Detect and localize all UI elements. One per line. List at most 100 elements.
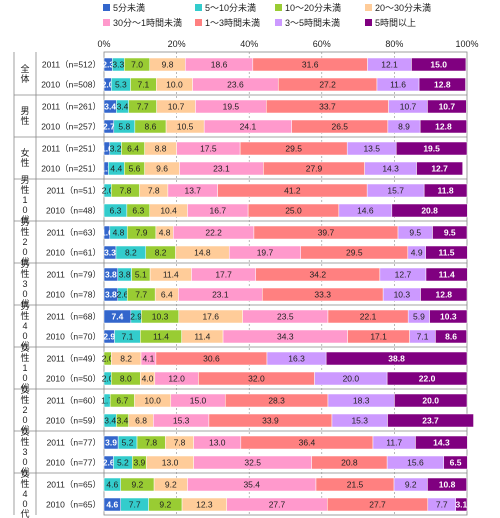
x-tick-label: 20% (168, 39, 186, 49)
data-label: 19.5 (223, 102, 240, 112)
row-label: 2011（n=51） (47, 186, 101, 196)
row-label: 2010（n=70） (46, 332, 101, 342)
bar-segment (415, 435, 468, 450)
bar-segment (391, 203, 468, 218)
data-label: 26.5 (331, 122, 348, 132)
data-label: 7.0 (131, 60, 143, 70)
data-label: 29.5 (346, 248, 363, 258)
data-label: 10.0 (166, 80, 183, 90)
data-label: 11.6 (390, 80, 406, 90)
data-label: 3.1 (455, 500, 467, 510)
data-label: 10.3 (440, 312, 457, 322)
bar-segment (395, 141, 468, 156)
data-label: 7.8 (120, 186, 132, 196)
data-label: 3.8 (105, 270, 117, 280)
data-label: 22.1 (360, 312, 377, 322)
data-label: 5.2 (117, 458, 129, 468)
legend-label: 10～20分未満 (285, 2, 341, 13)
data-label: 10.3 (394, 290, 411, 300)
data-label: 22.0 (419, 374, 436, 384)
data-label: 20.8 (341, 458, 358, 468)
data-label: 12.8 (435, 122, 452, 132)
data-label: 9.2 (159, 500, 171, 510)
data-label: 33.3 (314, 290, 331, 300)
data-label: 7.1 (121, 332, 133, 342)
data-label: 8.8 (155, 144, 167, 154)
data-label: 6.5 (450, 458, 462, 468)
data-label: 10.0 (144, 396, 161, 406)
x-tick-label: 100% (455, 39, 478, 49)
data-label: 3.3 (112, 60, 124, 70)
bar-segment (387, 413, 474, 428)
data-label: 4.0 (142, 374, 154, 384)
data-label: 39.7 (318, 228, 335, 238)
row-label: 2011（n=79） (47, 270, 101, 280)
x-axis-ticks: 0% 20% 40% 60% 80% 100% (97, 39, 478, 49)
bar-segment (416, 161, 463, 176)
data-label: 18.3 (353, 396, 370, 406)
data-label: 7.9 (136, 228, 148, 238)
bar-segment (427, 99, 467, 114)
data-label: 11.8 (438, 186, 454, 196)
data-label: 19.5 (423, 144, 440, 154)
data-label: 2.3 (102, 60, 114, 70)
data-label: 2.0 (102, 80, 114, 90)
data-label: 18.6 (211, 60, 228, 70)
data-label: 33.9 (262, 416, 279, 426)
row-label: 2011（n=63） (47, 228, 101, 238)
legend-label: 5～10分未満 (205, 2, 256, 13)
row-label: 2011（n=77） (47, 438, 101, 448)
data-label: 15.6 (407, 458, 424, 468)
data-label: 13.0 (162, 458, 179, 468)
row-label: 2011（n=512） (42, 60, 101, 70)
data-label: 9.2 (131, 480, 143, 490)
data-label: 16.7 (210, 206, 227, 216)
row-label: 2010（n=77） (46, 458, 101, 468)
x-tick-label: 40% (240, 39, 258, 49)
data-label: 3.4 (104, 102, 116, 112)
row-label: 2010（n=251） (41, 164, 101, 174)
data-label: 23.5 (277, 312, 294, 322)
data-label: 3.9 (133, 458, 145, 468)
row-label: 2010（n=508） (41, 80, 101, 90)
data-label: 2.0 (102, 186, 114, 196)
data-label: 17.7 (215, 270, 232, 280)
data-label: 17.6 (202, 312, 219, 322)
data-label: 7.8 (148, 186, 160, 196)
data-label: 3.4 (117, 416, 129, 426)
data-label: 17.5 (200, 144, 217, 154)
row-label: 2011（n=261） (42, 102, 101, 112)
bar-segment (394, 393, 468, 408)
data-label: 9.6 (156, 164, 168, 174)
group-label: 女性 (20, 147, 29, 168)
bar-segment (325, 351, 468, 366)
data-label: 16.3 (288, 354, 305, 364)
data-label: 7.8 (145, 438, 157, 448)
data-label: 6.4 (127, 144, 139, 154)
data-label: 15.3 (173, 416, 190, 426)
data-label: 11.4 (163, 270, 179, 280)
data-label: 3.8 (119, 270, 131, 280)
data-label: 8.2 (125, 248, 137, 258)
row-label: 2010（n=257） (41, 122, 101, 132)
data-label: 11.5 (438, 248, 454, 258)
data-label: 15.0 (430, 60, 447, 70)
data-label: 7.4 (112, 312, 124, 322)
bar-segment (429, 309, 468, 324)
data-label: 2.0 (102, 374, 114, 384)
data-label: 12.7 (395, 270, 412, 280)
data-label: 11.4 (439, 270, 455, 280)
data-label: 3.3 (104, 248, 116, 258)
row-label: 2010（n=61） (46, 248, 101, 258)
data-label: 6.8 (135, 416, 147, 426)
data-label: 6.4 (161, 290, 173, 300)
data-label: 5.8 (118, 122, 130, 132)
data-label: 23.6 (227, 80, 244, 90)
data-label: 11.4 (194, 332, 210, 342)
bar-segment (386, 371, 468, 386)
data-label: 23.1 (212, 290, 229, 300)
data-label: 2.0 (102, 354, 114, 364)
group-label: 男性 1 0 代 (20, 175, 29, 225)
data-label: 33.7 (319, 102, 336, 112)
data-label: 20.0 (343, 374, 360, 384)
